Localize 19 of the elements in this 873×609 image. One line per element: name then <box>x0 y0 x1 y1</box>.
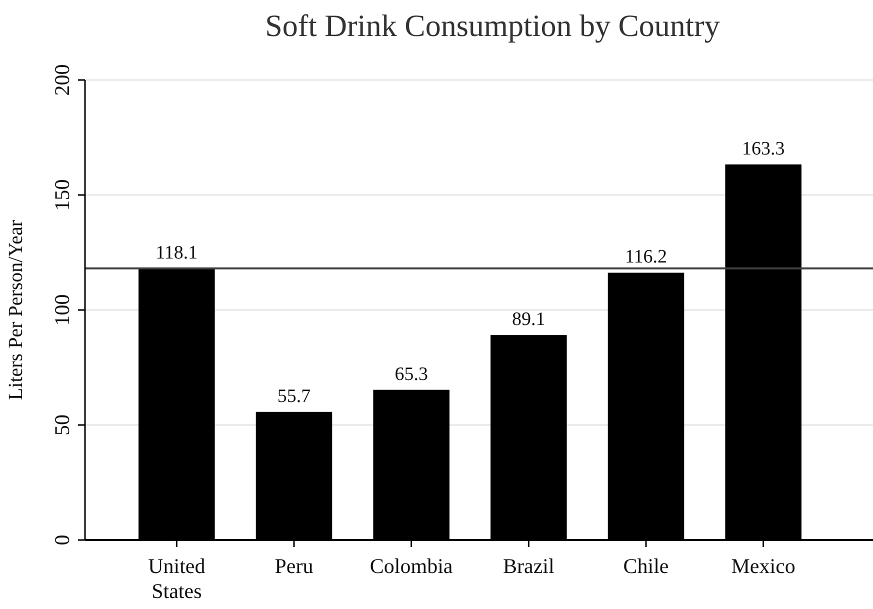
chart-title: Soft Drink Consumption by Country <box>265 8 720 43</box>
data-label: 55.7 <box>277 386 311 407</box>
data-label: 89.1 <box>512 309 546 330</box>
data-label: 65.3 <box>394 364 428 385</box>
y-tick-label: 100 <box>50 294 74 326</box>
y-tick-label: 0 <box>50 534 74 546</box>
y-tick-label: 50 <box>50 414 74 436</box>
x-tick-label: Mexico <box>731 554 796 578</box>
y-axis-title: Liters Per Person/Year <box>5 220 27 400</box>
x-tick-label: United States <box>148 554 206 603</box>
y-tick-label: 150 <box>50 179 74 211</box>
x-tick-label: Brazil <box>503 554 554 578</box>
data-label: 163.3 <box>742 138 785 160</box>
data-label: 118.1 <box>156 242 198 264</box>
x-tick-label: Colombia <box>370 554 454 578</box>
data-label: 116.2 <box>624 246 668 268</box>
x-tick-label: Peru <box>274 554 314 578</box>
y-tick-label: 200 <box>50 64 74 96</box>
x-tick-label: Chile <box>623 554 669 578</box>
